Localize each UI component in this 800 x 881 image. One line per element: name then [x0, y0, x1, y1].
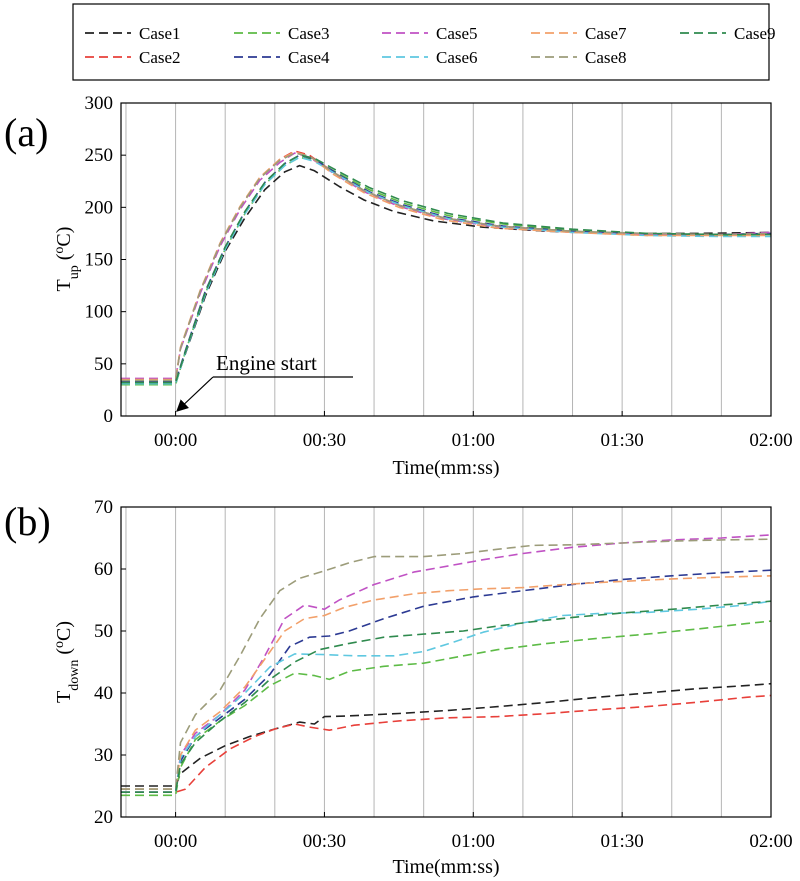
- panel-b-xlabel: Time(mm:ss): [392, 856, 499, 878]
- annotation-text: Engine start: [216, 351, 317, 375]
- legend-item-case1: Case1: [85, 24, 181, 43]
- x-tick-label: 02:00: [749, 430, 792, 451]
- y-tick-label: 100: [85, 302, 114, 323]
- x-tick-label: 01:30: [601, 430, 644, 451]
- series-line-case3: [121, 156, 772, 386]
- panel-b: (b) 00:00 00:30 01:00 01:30 02:00 20 30 40 50 60 7…: [4, 497, 793, 878]
- legend-label: Case9: [734, 24, 776, 43]
- series-line-case5: [121, 152, 772, 380]
- panel-b-ylabel: Tdown (oC): [52, 621, 82, 703]
- legend-item-case5: Case5: [382, 24, 478, 43]
- x-tick-label: 00:30: [303, 831, 346, 852]
- legend-label: Case1: [139, 24, 181, 43]
- legend-label: Case4: [288, 48, 330, 67]
- y-tick-label: 20: [94, 807, 113, 828]
- legend-item-case6: Case6: [382, 48, 478, 67]
- panel-a-ylabel: Tup (oC): [52, 227, 82, 292]
- series-line-case2: [121, 150, 771, 382]
- x-tick-label: 01:00: [452, 430, 495, 451]
- x-tick-label: 00:00: [154, 831, 197, 852]
- legend-label: Case6: [436, 48, 478, 67]
- x-tick-label: 00:30: [303, 430, 346, 451]
- y-tick-label: 200: [85, 197, 114, 218]
- panel-b-label: (b): [4, 499, 51, 544]
- panel-a: (a) 00:00 00:30 01:00 01:30 02:00 0 50 100 150 20…: [4, 93, 793, 479]
- y-tick-label: 300: [85, 93, 114, 114]
- series-line-case4: [121, 569, 772, 793]
- legend-label: Case7: [585, 24, 627, 43]
- y-tick-label: 50: [94, 621, 113, 642]
- legend-item-case9: Case9: [680, 24, 776, 43]
- legend-item-case4: Case4: [234, 48, 330, 67]
- y-tick-label: 250: [85, 145, 114, 166]
- x-tick-label: 02:00: [749, 831, 792, 852]
- series-line-case6: [121, 600, 772, 793]
- series-line-case5: [121, 534, 772, 793]
- series-line-case1: [121, 682, 772, 787]
- legend-label: Case5: [436, 24, 478, 43]
- y-tick-label: 40: [94, 683, 113, 704]
- series-line-case4: [121, 154, 772, 383]
- series-line-case7: [121, 151, 771, 381]
- series-line-case8: [121, 538, 772, 790]
- series-line-case2: [121, 694, 772, 793]
- y-tick-label: 150: [85, 250, 114, 271]
- y-tick-label: 70: [94, 497, 113, 518]
- series-line-case3: [121, 620, 772, 797]
- x-tick-label: 01:30: [601, 831, 644, 852]
- series-line-case9: [121, 154, 771, 384]
- legend-item-case8: Case8: [531, 48, 627, 67]
- annotation-arrow: [176, 376, 214, 412]
- y-tick-label: 0: [104, 406, 114, 427]
- x-tick-label: 00:00: [154, 430, 197, 451]
- y-tick-label: 30: [94, 745, 113, 766]
- y-tick-label: 50: [94, 354, 113, 375]
- y-tick-label: 60: [94, 559, 113, 580]
- legend-item-case2: Case2: [85, 48, 181, 67]
- panel-b-frame: [120, 506, 772, 818]
- legend-item-case3: Case3: [234, 24, 330, 43]
- x-tick-label: 01:00: [452, 831, 495, 852]
- series-line-case6: [121, 156, 771, 385]
- legend-item-case7: Case7: [531, 24, 627, 43]
- legend: Case1 Case2 Case3 Case4 Case5 Case6 Case7 Case8…: [72, 3, 776, 81]
- legend-label: Case3: [288, 24, 330, 43]
- series-line-case7: [121, 575, 772, 790]
- legend-label: Case2: [139, 48, 181, 67]
- engine-start-annotation: Engine start: [176, 351, 353, 412]
- legend-label: Case8: [585, 48, 627, 67]
- series-line-case9: [121, 600, 772, 793]
- legend-frame: [72, 3, 770, 81]
- panel-a-xlabel: Time(mm:ss): [392, 457, 499, 479]
- panel-a-label: (a): [4, 110, 48, 155]
- series-line-case8: [121, 152, 772, 382]
